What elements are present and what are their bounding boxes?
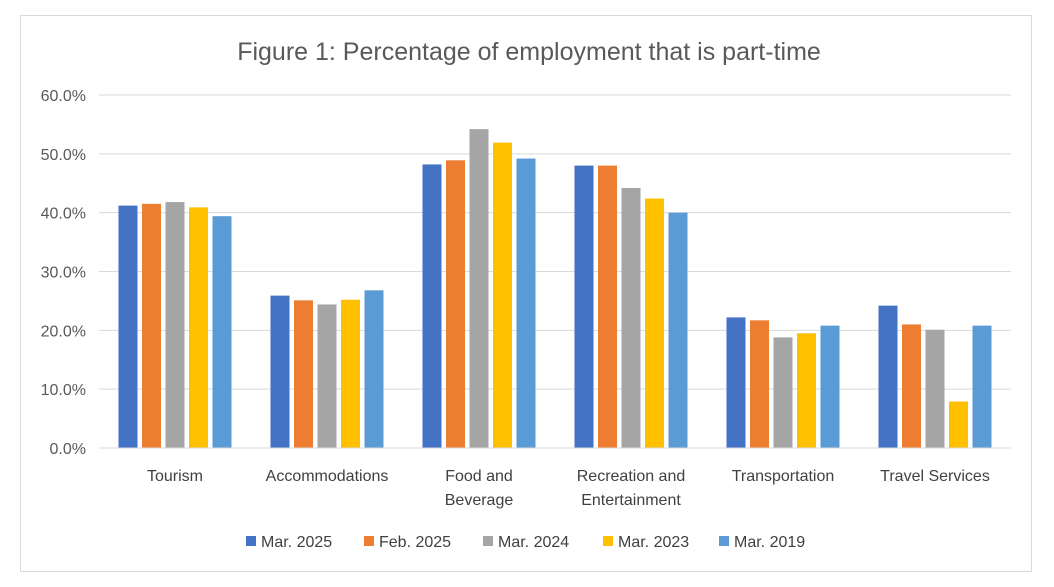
bar bbox=[165, 202, 185, 448]
y-tick-label: 20.0% bbox=[41, 323, 86, 340]
bar bbox=[925, 329, 945, 448]
bar bbox=[364, 290, 384, 448]
x-tick-label: Transportation bbox=[732, 468, 835, 485]
legend-label: Mar. 2023 bbox=[618, 534, 689, 551]
bar bbox=[750, 320, 769, 448]
y-tick-label: 60.0% bbox=[41, 88, 86, 105]
legend: Mar. 2025 Feb. 2025 Mar. 2024 Mar. 2023 Mar.… bbox=[246, 534, 805, 551]
chart-title: Figure 1: Percentage of employment that … bbox=[237, 38, 821, 66]
bar bbox=[270, 295, 290, 448]
x-tick-label: Food and Beverage bbox=[445, 468, 514, 509]
y-tick-label: 30.0% bbox=[41, 265, 86, 282]
bar bbox=[773, 337, 793, 448]
bar bbox=[645, 198, 664, 448]
bar bbox=[317, 304, 337, 448]
bar bbox=[621, 187, 641, 448]
bar bbox=[972, 325, 992, 448]
bar bbox=[598, 165, 617, 448]
legend-label: Mar. 2025 bbox=[261, 534, 332, 551]
bar bbox=[142, 203, 161, 448]
legend-swatch bbox=[719, 536, 729, 546]
legend-label: Mar. 2019 bbox=[734, 534, 805, 551]
y-tick-label: 50.0% bbox=[41, 147, 86, 164]
bar bbox=[469, 129, 489, 448]
bar bbox=[668, 212, 688, 448]
bar bbox=[726, 317, 746, 448]
bar bbox=[516, 158, 536, 449]
gridlines bbox=[99, 94, 1011, 390]
legend-swatch bbox=[483, 536, 493, 546]
legend-swatch bbox=[603, 536, 613, 546]
bar bbox=[212, 216, 232, 448]
legend-swatch bbox=[246, 536, 256, 546]
bar bbox=[493, 142, 512, 448]
bar bbox=[189, 207, 208, 448]
bar bbox=[341, 299, 360, 448]
legend-label: Feb. 2025 bbox=[379, 534, 451, 551]
bar bbox=[878, 305, 898, 448]
bar bbox=[797, 333, 816, 448]
x-tick-label: Accommodations bbox=[266, 468, 389, 485]
legend-swatch bbox=[364, 536, 374, 546]
bar bbox=[422, 164, 442, 448]
x-tick-label: Recreation and Entertainment bbox=[577, 468, 686, 509]
y-tick-label: 40.0% bbox=[41, 206, 86, 223]
x-tick-label: Travel Services bbox=[880, 468, 990, 485]
y-tick-label: 10.0% bbox=[41, 382, 86, 399]
x-tick-label: Tourism bbox=[147, 468, 203, 485]
legend-label: Mar. 2024 bbox=[498, 534, 569, 551]
bar-chart: Figure 1: Percentage of employment that … bbox=[41, 38, 1011, 551]
bar bbox=[902, 324, 921, 448]
y-axis-labels: 0.0% 10.0% 20.0% 30.0% 40.0% 50.0% 60.0% bbox=[41, 88, 86, 458]
bars bbox=[118, 129, 992, 449]
bar bbox=[446, 160, 465, 448]
bar bbox=[820, 325, 840, 448]
bar bbox=[118, 205, 138, 448]
y-tick-label: 0.0% bbox=[50, 441, 86, 458]
bar bbox=[294, 300, 313, 448]
chart-container: Figure 1: Percentage of employment that … bbox=[20, 15, 1032, 572]
bar bbox=[949, 401, 968, 448]
x-axis-labels: Tourism Accommodations Food and Beverage Rec… bbox=[147, 468, 990, 509]
bar bbox=[574, 165, 594, 448]
